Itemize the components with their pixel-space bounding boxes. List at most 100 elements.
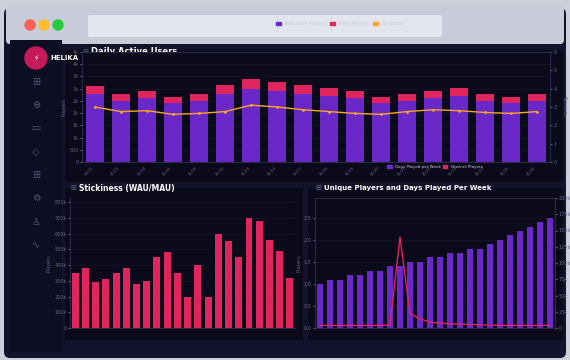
- Bar: [345, 91, 364, 98]
- Bar: [215, 234, 222, 328]
- Bar: [246, 218, 253, 328]
- Y-axis label: Players: Players: [62, 98, 66, 116]
- Bar: [184, 297, 191, 328]
- Bar: [286, 278, 294, 328]
- Text: Daily Active Users: Daily Active Users: [91, 48, 177, 57]
- Bar: [536, 222, 543, 328]
- Bar: [112, 273, 120, 328]
- Bar: [225, 242, 232, 328]
- Bar: [357, 275, 364, 328]
- Bar: [174, 273, 181, 328]
- Y-axis label: Sessions: Sessions: [561, 96, 567, 118]
- Bar: [398, 101, 416, 162]
- Text: ∿: ∿: [32, 240, 40, 250]
- Bar: [450, 89, 469, 96]
- Bar: [547, 218, 553, 328]
- Bar: [190, 94, 209, 101]
- Bar: [266, 240, 273, 328]
- Bar: [372, 97, 390, 103]
- Bar: [123, 268, 130, 328]
- Bar: [72, 273, 79, 328]
- Bar: [242, 79, 260, 89]
- Bar: [467, 249, 474, 328]
- Bar: [347, 275, 353, 328]
- Bar: [164, 103, 182, 162]
- Bar: [268, 91, 286, 162]
- Circle shape: [25, 47, 47, 69]
- Legend: Returned Players, New Players, Sessions: Returned Players, New Players, Sessions: [274, 19, 405, 28]
- Bar: [164, 252, 170, 328]
- Bar: [487, 244, 494, 328]
- Text: Stickiness (WAU/MAU): Stickiness (WAU/MAU): [79, 184, 174, 193]
- Bar: [153, 257, 160, 328]
- Bar: [316, 284, 323, 328]
- Text: ⊞: ⊞: [82, 49, 88, 55]
- Bar: [475, 94, 494, 101]
- Bar: [426, 257, 433, 328]
- Text: ⊞: ⊞: [315, 185, 321, 191]
- Text: ⊕: ⊕: [32, 100, 40, 110]
- Bar: [190, 101, 209, 162]
- Bar: [507, 235, 514, 328]
- Text: ▭: ▭: [31, 123, 40, 133]
- Bar: [276, 251, 283, 328]
- Bar: [345, 98, 364, 162]
- Y-axis label: Players: Players: [296, 254, 301, 272]
- Text: ♙: ♙: [31, 217, 40, 227]
- FancyBboxPatch shape: [88, 15, 442, 37]
- Bar: [475, 101, 494, 162]
- Bar: [112, 94, 131, 101]
- Bar: [447, 253, 453, 328]
- Text: ⚙: ⚙: [31, 193, 40, 203]
- Bar: [308, 188, 563, 340]
- Bar: [377, 271, 384, 328]
- Bar: [502, 103, 520, 162]
- Circle shape: [25, 20, 35, 30]
- Bar: [372, 103, 390, 162]
- Bar: [450, 96, 469, 162]
- Bar: [268, 82, 286, 91]
- Text: ◇: ◇: [32, 147, 40, 157]
- Bar: [82, 268, 89, 328]
- Bar: [215, 94, 234, 162]
- Text: ⊞: ⊞: [32, 77, 40, 87]
- Text: ⚡: ⚡: [33, 54, 39, 63]
- Bar: [406, 262, 413, 328]
- Bar: [133, 284, 140, 328]
- Bar: [337, 279, 343, 328]
- Bar: [528, 101, 547, 162]
- Bar: [164, 97, 182, 103]
- Y-axis label: Players: Players: [47, 254, 51, 272]
- Bar: [417, 262, 424, 328]
- Bar: [457, 253, 463, 328]
- Bar: [320, 96, 339, 162]
- Bar: [294, 94, 312, 162]
- Bar: [528, 94, 547, 101]
- Bar: [496, 240, 503, 328]
- Bar: [65, 50, 563, 182]
- Bar: [65, 188, 303, 340]
- Bar: [235, 257, 242, 328]
- Bar: [205, 297, 211, 328]
- Bar: [112, 101, 131, 162]
- Circle shape: [39, 20, 49, 30]
- Bar: [527, 227, 534, 328]
- Bar: [397, 266, 404, 328]
- Circle shape: [53, 20, 63, 30]
- Bar: [10, 40, 62, 352]
- Bar: [137, 91, 156, 98]
- Bar: [386, 266, 393, 328]
- Bar: [516, 231, 523, 328]
- Bar: [502, 97, 520, 103]
- Text: ⊞: ⊞: [32, 170, 40, 180]
- Text: HELIKA: HELIKA: [50, 55, 78, 61]
- FancyBboxPatch shape: [6, 6, 564, 44]
- Bar: [398, 94, 416, 101]
- Bar: [327, 279, 333, 328]
- Bar: [86, 94, 104, 162]
- Bar: [320, 88, 339, 96]
- Bar: [137, 98, 156, 162]
- Bar: [92, 282, 99, 328]
- Bar: [194, 265, 201, 328]
- Bar: [367, 271, 373, 328]
